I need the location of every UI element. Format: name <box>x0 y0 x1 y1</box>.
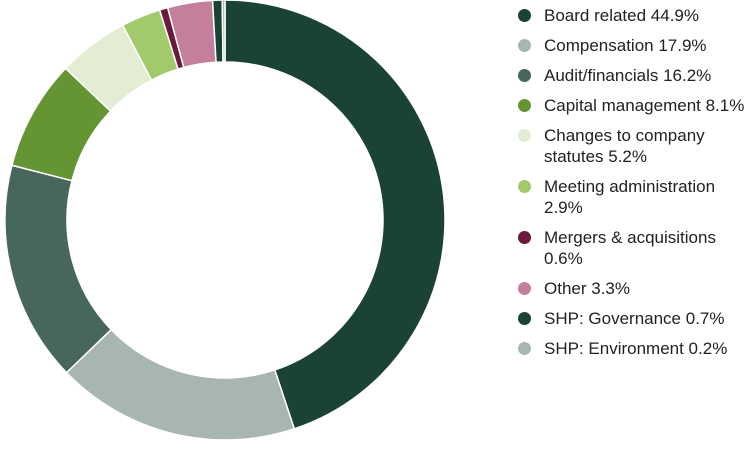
legend-item: Meeting administration 2.9% <box>518 176 750 218</box>
slice-2 <box>4 164 113 374</box>
legend-label: Capital management 8.1% <box>544 96 745 115</box>
legend-swatch <box>518 312 531 325</box>
legend-label: SHP: Governance 0.7% <box>544 309 725 328</box>
legend-label: Audit/financials 16.2% <box>544 66 712 85</box>
legend-swatch <box>518 69 531 82</box>
legend-swatch <box>518 180 531 193</box>
legend-label: Compensation 17.9% <box>544 36 707 55</box>
legend-swatch <box>518 9 531 22</box>
legend-item: SHP: Environment 0.2% <box>518 338 750 359</box>
legend-item: Board related 44.9% <box>518 5 750 26</box>
legend-label: SHP: Environment 0.2% <box>544 339 728 358</box>
legend-label: Mergers & acquisitions 0.6% <box>544 228 716 268</box>
legend-swatch <box>518 342 531 355</box>
legend: Board related 44.9% Compensation 17.9% Aud… <box>518 5 750 368</box>
legend-label: Board related 44.9% <box>544 6 699 25</box>
slice-9 <box>221 0 226 63</box>
slice-0 <box>224 0 446 430</box>
legend-item: Mergers & acquisitions 0.6% <box>518 227 750 269</box>
legend-swatch <box>518 129 531 142</box>
legend-item: SHP: Governance 0.7% <box>518 308 750 329</box>
legend-item: Changes to company statutes 5.2% <box>518 125 750 167</box>
legend-item: Compensation 17.9% <box>518 35 750 56</box>
legend-item: Capital management 8.1% <box>518 95 750 116</box>
legend-swatch <box>518 282 531 295</box>
legend-label: Meeting administration 2.9% <box>544 177 716 217</box>
legend-item: Audit/financials 16.2% <box>518 65 750 86</box>
donut-chart <box>4 0 446 441</box>
legend-label: Other 3.3% <box>544 279 630 298</box>
legend-label: Changes to company statutes 5.2% <box>544 126 705 166</box>
slice-1 <box>65 328 296 441</box>
legend-swatch <box>518 39 531 52</box>
legend-item: Other 3.3% <box>518 278 750 299</box>
legend-swatch <box>518 99 531 112</box>
legend-swatch <box>518 231 531 244</box>
